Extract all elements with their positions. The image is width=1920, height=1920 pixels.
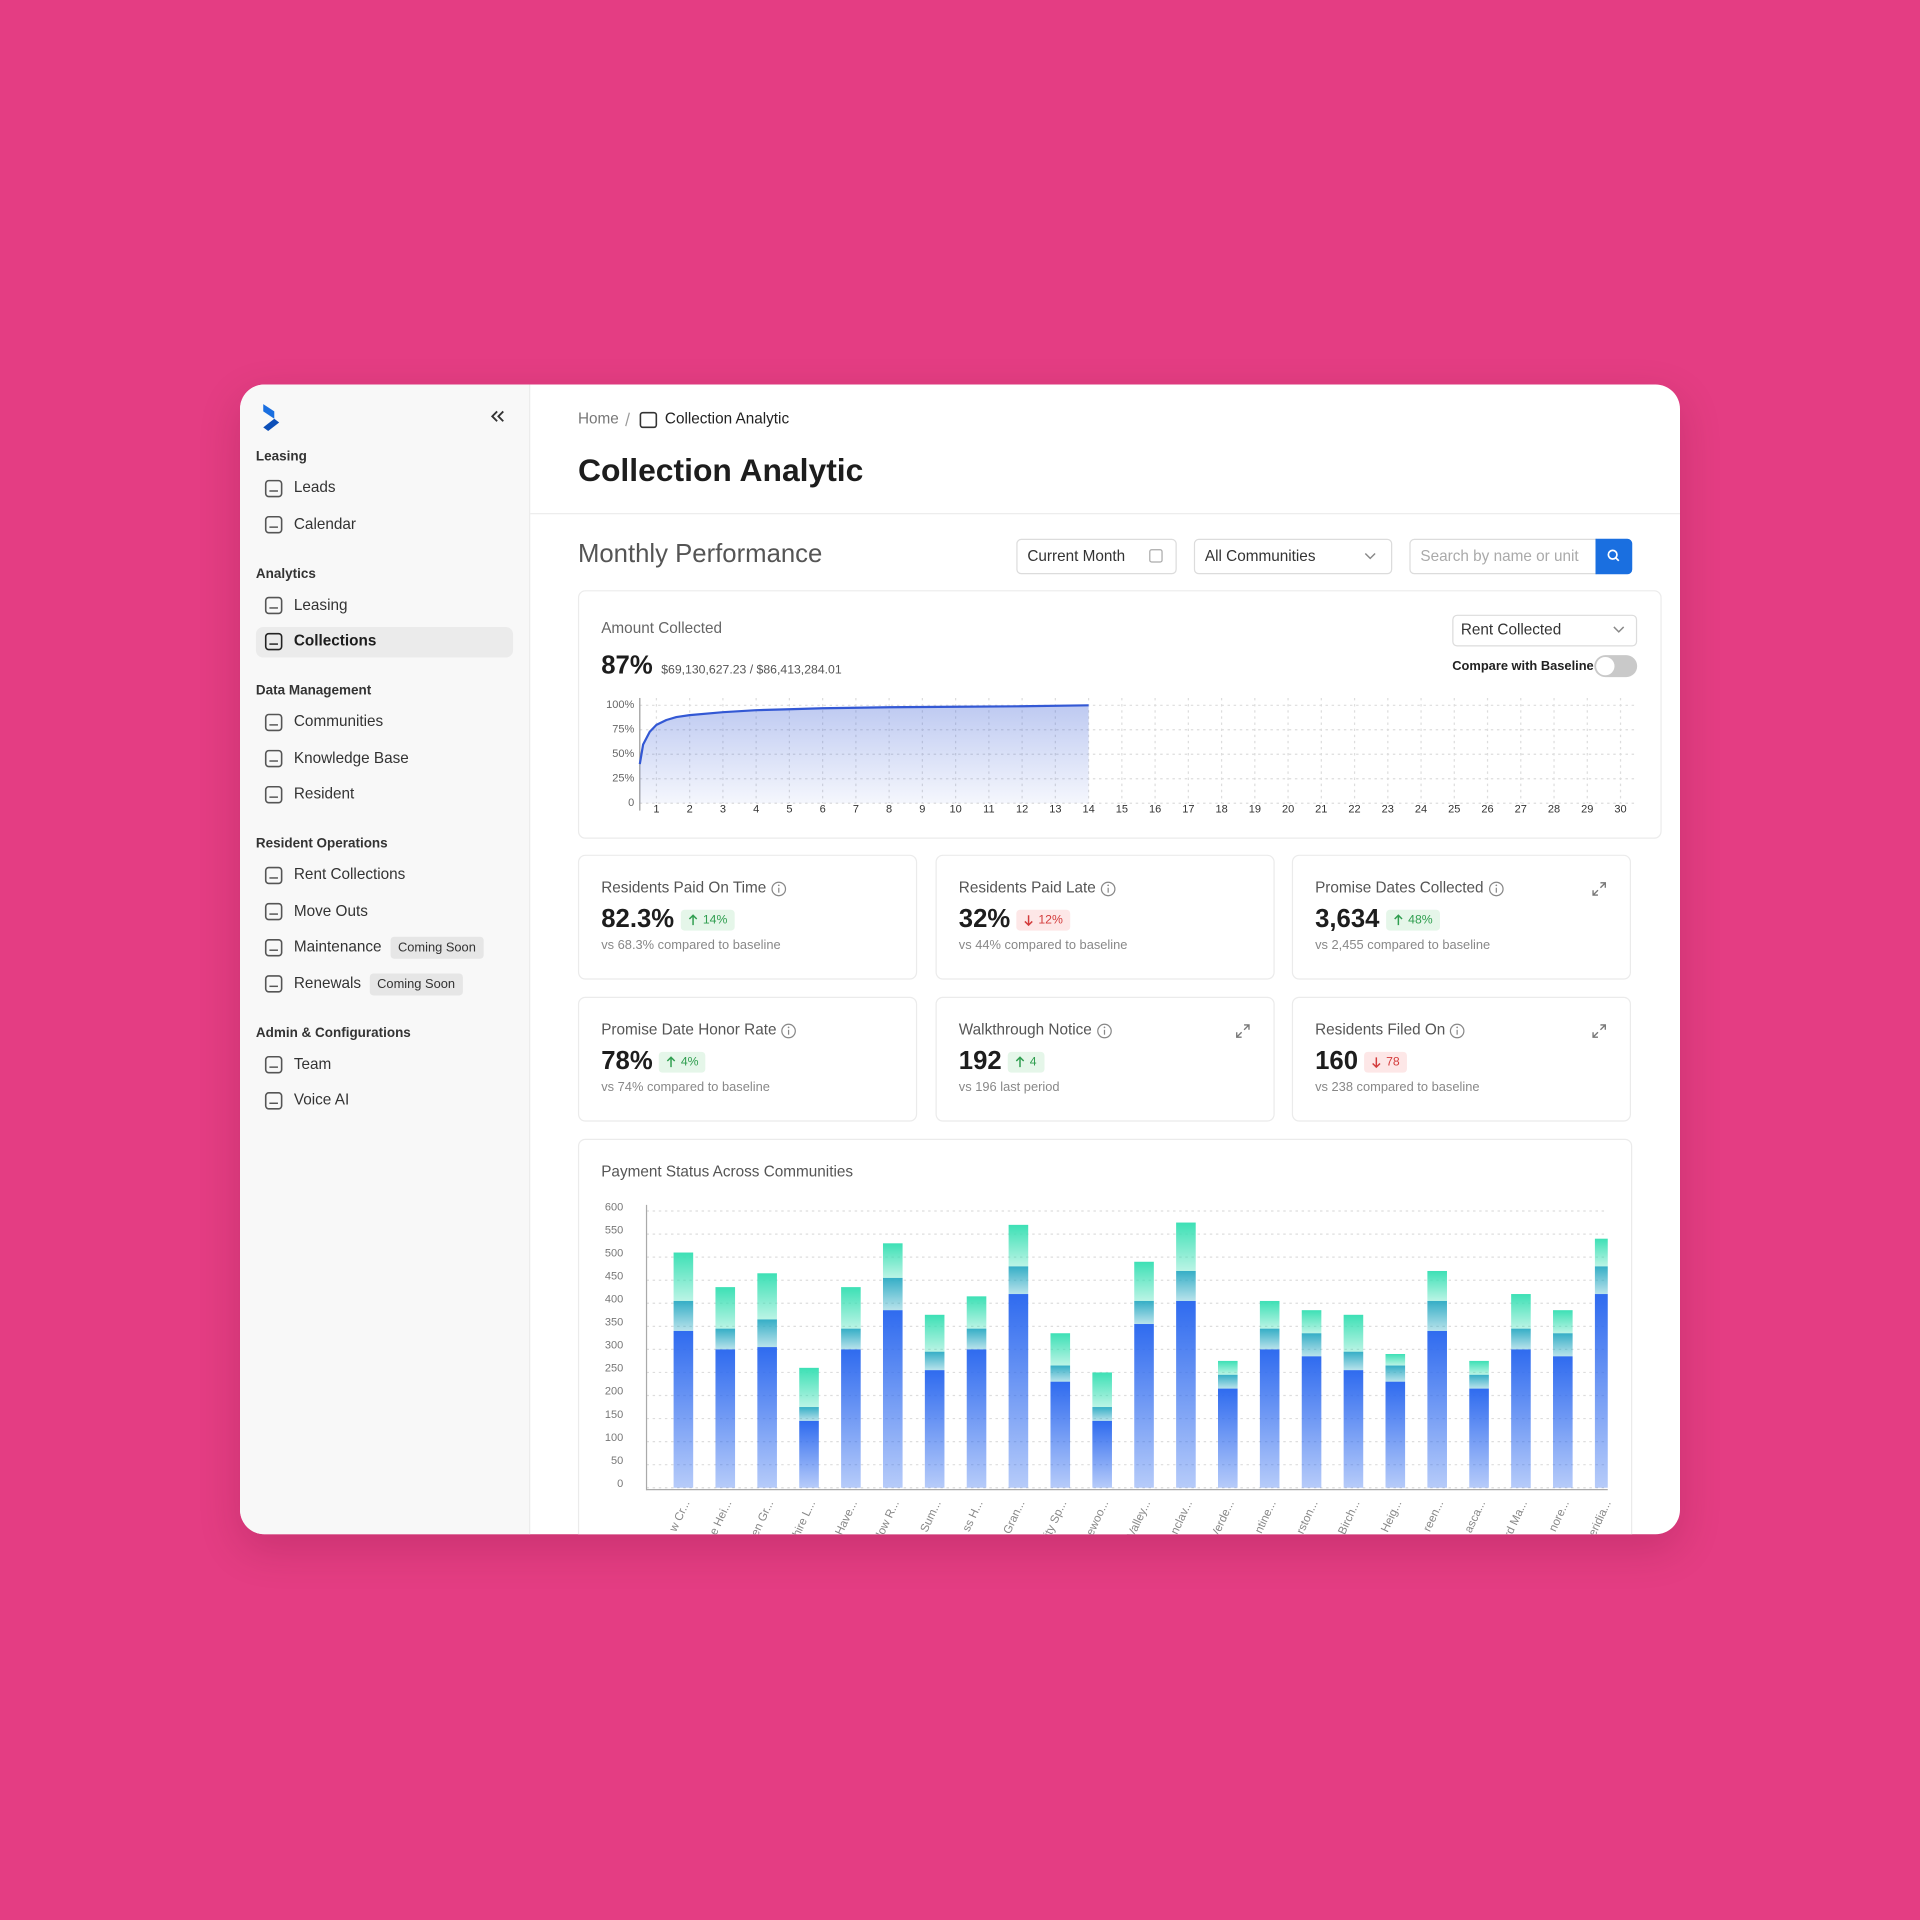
kpi-card bbox=[577, 996, 918, 1122]
breadcrumb-separator bbox=[625, 412, 630, 427]
kpi-card bbox=[1291, 854, 1632, 980]
nav-item[interactable]: Communities bbox=[293, 712, 384, 731]
kpi-delta-badge: 78 bbox=[1364, 1051, 1408, 1073]
kpi-delta-badge: 14% bbox=[680, 909, 735, 931]
search-placeholder: Search by name or unit bbox=[1420, 547, 1579, 565]
metric-dropdown[interactable] bbox=[1452, 614, 1638, 647]
search-input[interactable] bbox=[1409, 538, 1597, 575]
sidebar bbox=[240, 384, 531, 1535]
toggle-label: Compare with Baseline bbox=[1452, 658, 1594, 674]
kpi-card bbox=[577, 854, 918, 980]
kpi-card bbox=[935, 854, 1275, 980]
kpi-title: Residents Filed On bbox=[1315, 1021, 1446, 1039]
breadcrumb-icon bbox=[639, 411, 658, 429]
kpi-title: Promise Dates Collected bbox=[1315, 879, 1484, 897]
nav-section-title: Analytics bbox=[255, 566, 316, 582]
kpi-value: 160 bbox=[1315, 1047, 1359, 1076]
nav-item[interactable]: Leasing bbox=[293, 596, 348, 614]
community-filter[interactable] bbox=[1193, 538, 1393, 575]
kpi-comparison: vs 238 compared to baseline bbox=[1315, 1079, 1480, 1095]
nav-item[interactable]: Team bbox=[293, 1055, 332, 1073]
search-button[interactable] bbox=[1595, 538, 1633, 575]
kpi-delta-badge: 4 bbox=[1007, 1051, 1044, 1073]
header-divider bbox=[530, 513, 1680, 515]
kpi-value: 78% bbox=[601, 1047, 653, 1076]
nav-item[interactable]: Knowledge Base bbox=[293, 749, 409, 767]
kpi-delta-badge: 4% bbox=[658, 1051, 706, 1073]
nav-item[interactable]: Voice AI bbox=[293, 1091, 350, 1109]
nav-section-title: Leasing bbox=[255, 449, 307, 465]
section-title: Monthly Performance bbox=[577, 540, 823, 569]
kpi-title: Residents Paid On Time bbox=[601, 879, 767, 897]
nav-item[interactable]: Calendar bbox=[293, 515, 357, 533]
breadcrumb-item: Collection Analytic bbox=[664, 410, 790, 428]
kpi-value: 192 bbox=[958, 1047, 1002, 1076]
chart-title: Payment Status Across Communities bbox=[601, 1163, 854, 1181]
coming-soon-badge: Coming Soon bbox=[390, 936, 484, 959]
nav-item[interactable]: Move Outs bbox=[293, 902, 368, 920]
kpi-comparison: vs 2,455 compared to baseline bbox=[1315, 937, 1491, 953]
kpi-comparison: vs 74% compared to baseline bbox=[601, 1079, 770, 1095]
kpi-comparison: vs 44% compared to baseline bbox=[958, 937, 1128, 953]
chart-card bbox=[577, 1138, 1633, 1535]
kpi-title: Promise Date Honor Rate bbox=[601, 1021, 777, 1039]
chart-headline: 87% bbox=[601, 651, 653, 680]
page-title: Collection Analytic bbox=[577, 451, 864, 489]
coming-soon-badge: Coming Soon bbox=[369, 972, 463, 995]
metric-dropdown-text: Rent Collected bbox=[1460, 621, 1562, 639]
breadcrumb-item[interactable]: Home bbox=[577, 410, 619, 428]
nav-active-bg bbox=[255, 626, 514, 657]
kpi-value: 3,634 bbox=[1315, 905, 1380, 934]
kpi-delta-badge: 12% bbox=[1016, 909, 1071, 931]
app-content: Leasing Leads Calendar Analytics Leasing Coll… bbox=[240, 384, 1680, 1535]
app-window: Leasing Leads Calendar Analytics Leasing Coll… bbox=[240, 384, 1680, 1535]
nav-item[interactable]: Leads bbox=[293, 479, 336, 497]
nav-section-title: Data Management bbox=[255, 683, 372, 699]
nav-item[interactable]: Collections bbox=[293, 632, 377, 650]
date-filter-text: Current Month bbox=[1027, 547, 1126, 565]
chart-subtitle: $69,130,627.23 / $86,413,284.01 bbox=[661, 663, 842, 678]
nav-section-title: Admin & Configurations bbox=[255, 1025, 411, 1041]
community-filter-text: All Communities bbox=[1204, 547, 1316, 565]
nav-item[interactable]: Resident bbox=[293, 785, 355, 803]
nav-section-title: Resident Operations bbox=[255, 836, 388, 852]
kpi-comparison: vs 68.3% compared to baseline bbox=[601, 937, 781, 953]
kpi-title: Residents Paid Late bbox=[958, 879, 1096, 897]
chart-title: Amount Collected bbox=[601, 619, 723, 638]
kpi-value: 32% bbox=[958, 905, 1011, 934]
kpi-comparison: vs 196 last period bbox=[958, 1079, 1060, 1095]
kpi-delta-badge: 48% bbox=[1386, 909, 1441, 931]
nav-item[interactable]: Renewals bbox=[293, 974, 362, 992]
kpi-value: 82.3% bbox=[601, 905, 675, 934]
nav-item[interactable]: Maintenance bbox=[293, 938, 382, 956]
nav-item[interactable]: Rent Collections bbox=[293, 866, 406, 884]
kpi-title: Walkthrough Notice bbox=[958, 1021, 1092, 1039]
kpi-card bbox=[1291, 996, 1632, 1122]
kpi-card bbox=[935, 996, 1275, 1122]
